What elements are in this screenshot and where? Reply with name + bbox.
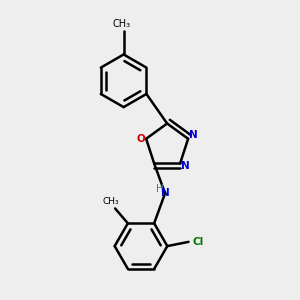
- Text: Cl: Cl: [193, 237, 204, 247]
- Text: N: N: [181, 160, 190, 171]
- Text: H: H: [156, 184, 164, 194]
- Text: N: N: [161, 188, 170, 198]
- Text: O: O: [137, 134, 146, 144]
- Text: CH₃: CH₃: [103, 197, 119, 206]
- Text: CH₃: CH₃: [112, 19, 130, 29]
- Text: N: N: [189, 130, 198, 140]
